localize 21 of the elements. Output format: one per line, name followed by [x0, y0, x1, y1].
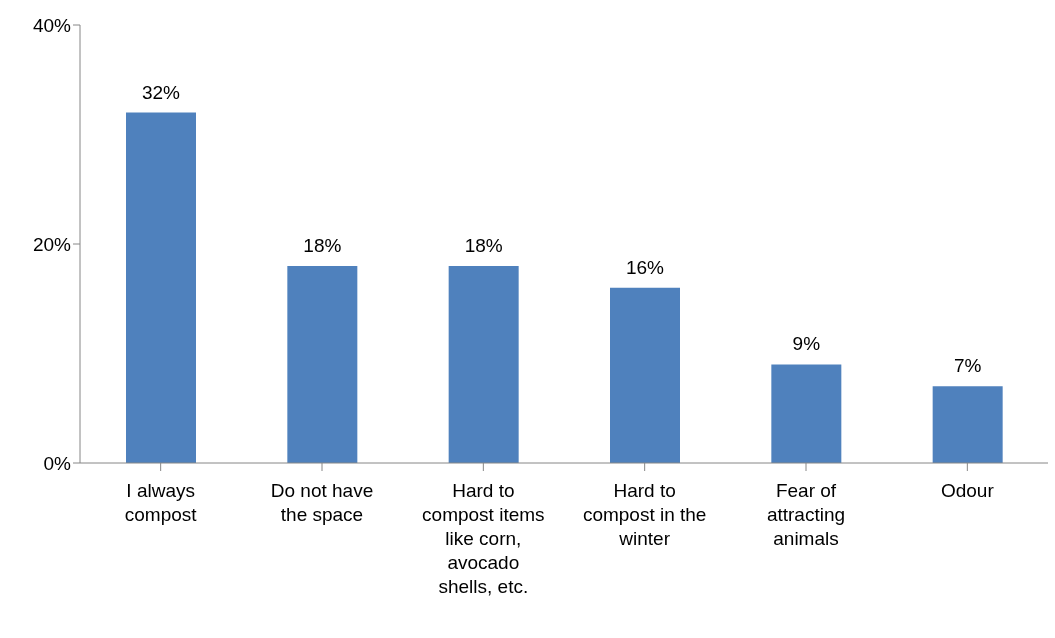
- x-tick-label: I always compost: [124, 480, 198, 525]
- x-tick-label: Hard to compost in the winter: [582, 480, 707, 549]
- bar: [932, 386, 1003, 463]
- bar: [771, 364, 842, 463]
- bar: [126, 112, 196, 463]
- data-label: 9%: [792, 333, 821, 355]
- x-tick-label: Fear of attracting animals: [766, 480, 846, 549]
- data-label: 16%: [625, 256, 665, 278]
- bar: [287, 265, 358, 463]
- y-tick-label: 40%: [32, 14, 72, 36]
- data-label: 32%: [141, 81, 181, 103]
- x-tick-label: Hard to compost items like corn, avocado shells, etc.: [422, 480, 545, 597]
- data-label: 18%: [464, 234, 503, 256]
- bar: [610, 287, 680, 463]
- data-label: 18%: [303, 234, 342, 256]
- y-tick-label: 0%: [43, 452, 72, 474]
- data-label: 7%: [953, 355, 982, 377]
- y-tick-label: 20%: [32, 233, 72, 255]
- x-tick-label: Odour: [940, 480, 995, 501]
- bar: [448, 265, 519, 463]
- x-tick-label: Do not have the space: [270, 480, 374, 525]
